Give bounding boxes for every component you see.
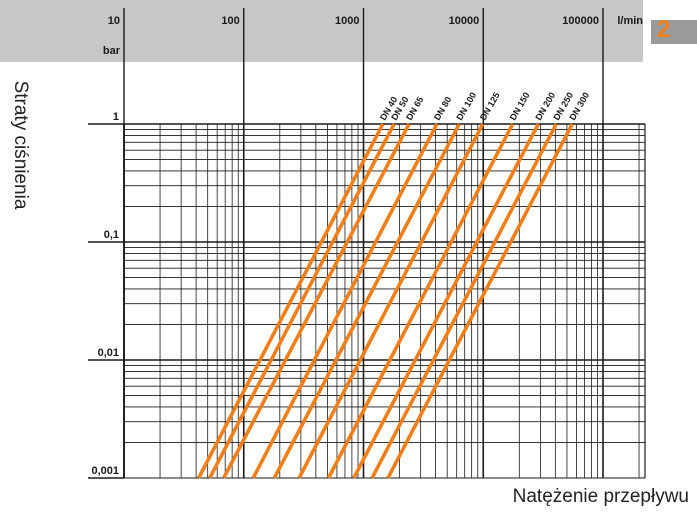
x-tick-label: 10000 (449, 15, 480, 27)
series-line (386, 123, 574, 479)
tick-labels: 10 100 1000 10000 100000 l/min bar 1 0,1 0,01 0,00… (91, 15, 643, 477)
y-tick-label: 1 (113, 111, 119, 123)
x-unit-label: l/min (617, 15, 643, 27)
series-line (251, 123, 439, 479)
series-line (352, 123, 540, 479)
y-tick-label: 0,01 (98, 347, 119, 359)
series-line (272, 123, 461, 479)
y-axis-title: Straty ciśnienia (10, 80, 31, 210)
series-line (222, 123, 411, 479)
header-band (0, 0, 643, 62)
series-label: DN 150 (508, 91, 532, 122)
y-tick-label: 0,001 (91, 465, 119, 477)
x-tick-label: 1000 (335, 15, 359, 27)
series-label: DN 125 (478, 91, 502, 122)
y-tick-label: 0,1 (104, 229, 119, 241)
x-tick-label: 100000 (562, 15, 599, 27)
series-line (370, 123, 558, 479)
series-line (326, 123, 515, 479)
x-tick-label: 10 (108, 15, 120, 27)
series-line (208, 123, 396, 479)
grid (123, 123, 646, 479)
x-tick-label: 100 (221, 15, 239, 27)
section-badge: 2 (651, 16, 697, 44)
series-label: DN 80 (432, 95, 453, 122)
y-axis-title-box: Straty ciśnienia (0, 50, 40, 240)
major-gridlines (88, 8, 604, 479)
series-line (197, 123, 385, 479)
y-unit-label: bar (103, 45, 121, 57)
series-label: DN 100 (454, 91, 478, 122)
series-line (297, 123, 485, 479)
section-number: 2 (657, 16, 671, 43)
x-axis-title: Natężenie przepływu (512, 486, 689, 507)
series-lines (197, 123, 574, 479)
